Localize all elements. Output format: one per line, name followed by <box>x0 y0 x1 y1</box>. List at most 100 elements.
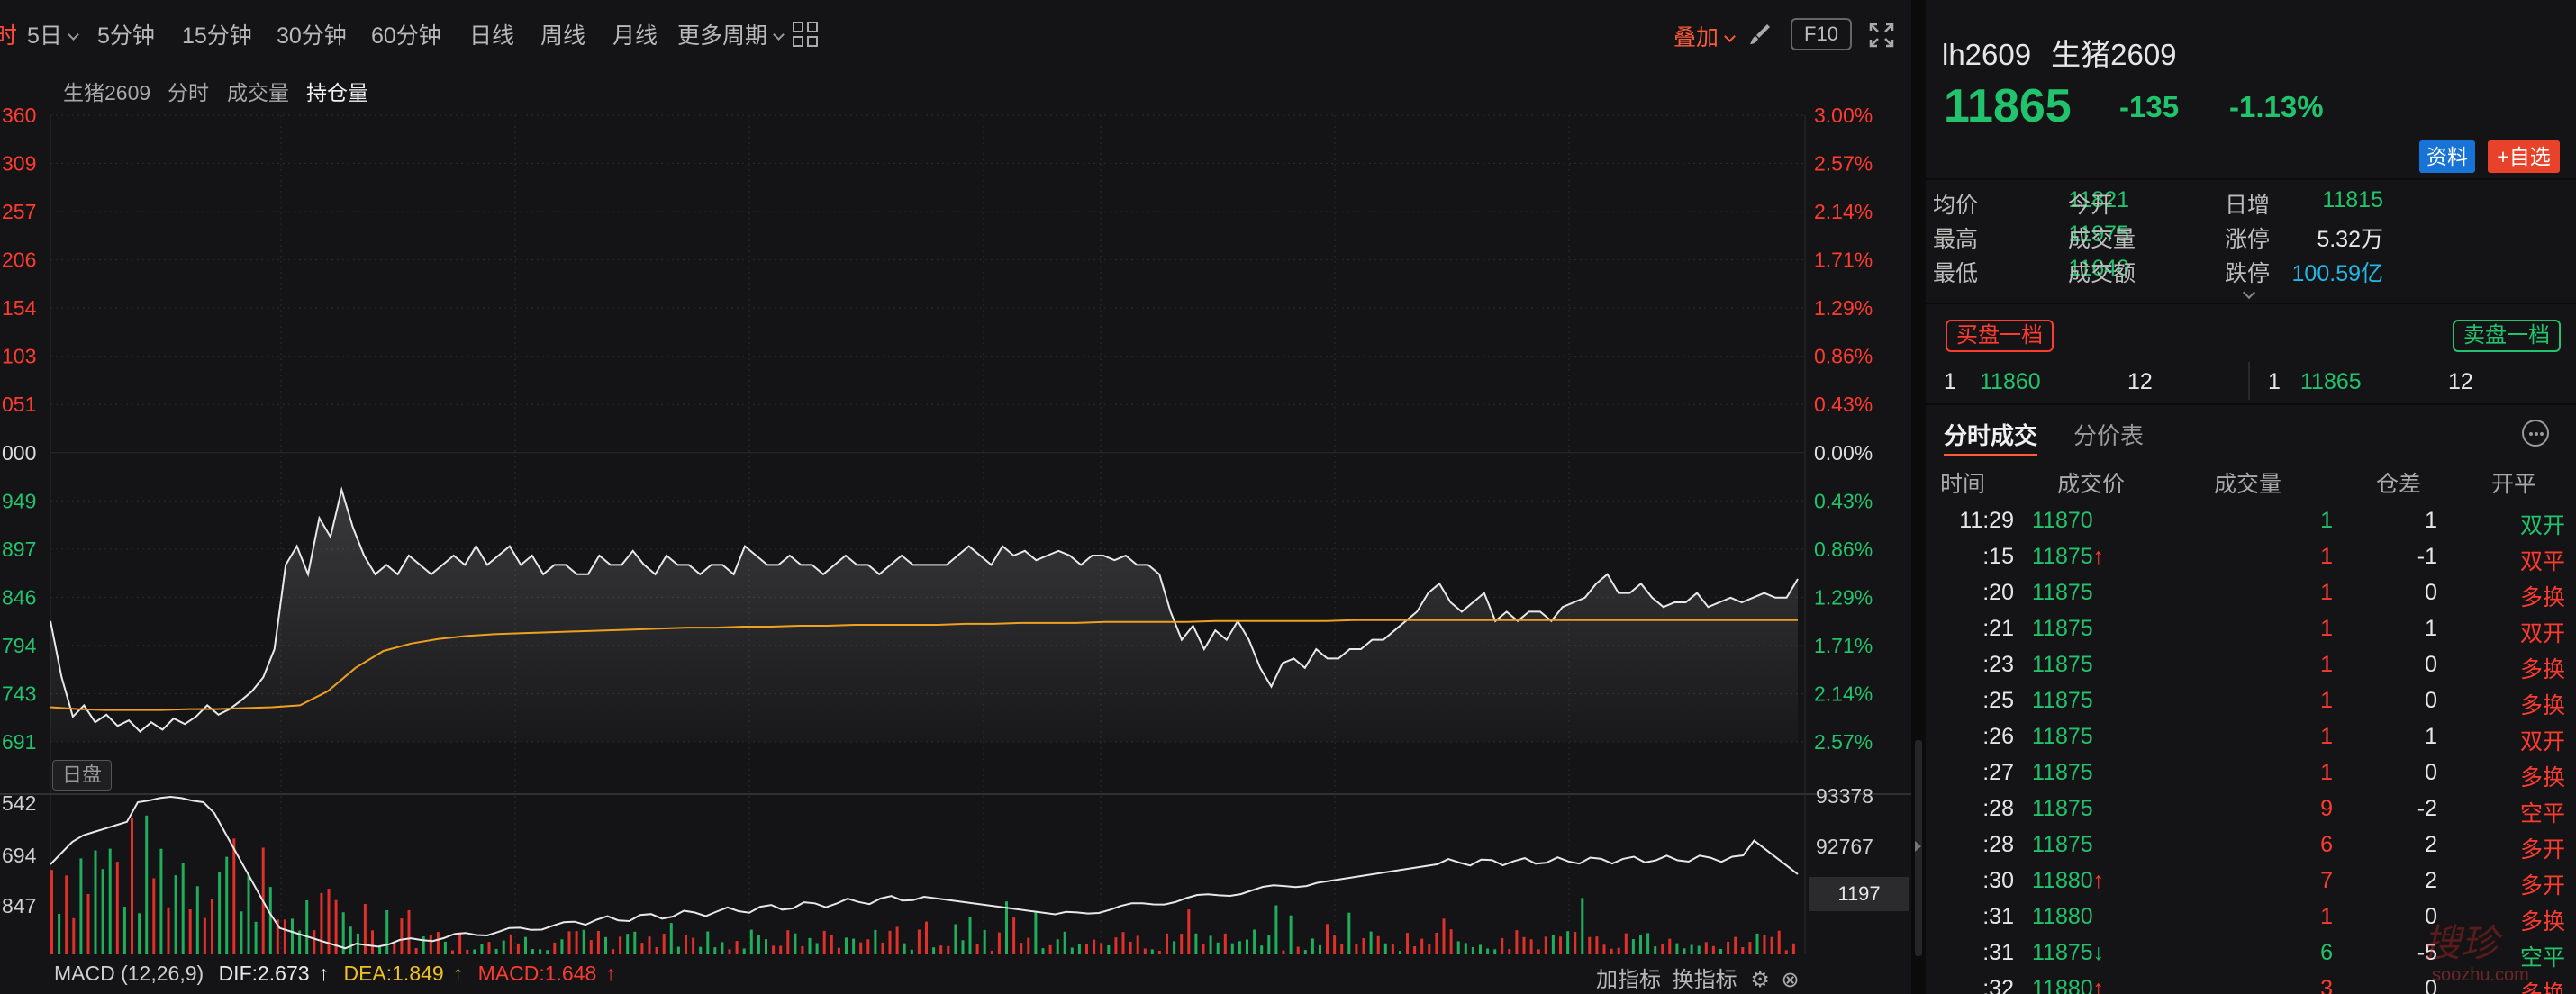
volume-bar <box>1763 935 1766 954</box>
trade-open-close: 双开 <box>2519 729 2565 755</box>
period-daily[interactable]: 日线 <box>469 23 515 49</box>
ask-level-button[interactable]: 卖盘一档 <box>2453 320 2561 352</box>
volume-bar <box>932 947 936 954</box>
volume-bar <box>159 848 163 954</box>
volume-bar <box>903 943 906 954</box>
period-monthly[interactable]: 月线 <box>612 23 658 49</box>
watermark-url: soozhu.com <box>2432 965 2529 985</box>
volume-bar <box>925 921 928 954</box>
volume-bar <box>1683 948 1686 954</box>
volume-bar <box>721 942 724 954</box>
volume-bar <box>1697 945 1701 954</box>
volume-bar <box>808 937 812 954</box>
macd-dif: DIF:2.673 ↑ <box>218 962 330 985</box>
volume-bar <box>122 907 126 954</box>
ask-volume: 12 <box>2448 369 2473 394</box>
volume-bar <box>385 910 389 954</box>
trade-price-cell: 11880↑ <box>2032 976 2104 994</box>
arrow-up-icon: ↑ <box>2092 868 2105 893</box>
period-30min[interactable]: 30分钟 <box>277 23 347 49</box>
trade-price-cell: 11875 <box>2032 652 2093 678</box>
trade-time: :15 <box>1982 544 2014 569</box>
add-indicator-button[interactable]: 加指标 <box>1596 968 1661 992</box>
macd-value: MACD:1.648 ↑ <box>477 962 616 985</box>
fullscreen-icon[interactable] <box>1868 22 1895 49</box>
bid-level-button[interactable]: 买盘一档 <box>1946 320 2054 352</box>
close-circle-icon[interactable]: ⊗ <box>1781 968 1800 992</box>
trade-time: :28 <box>1982 832 2014 857</box>
period-more[interactable]: 更多周期 <box>677 18 785 50</box>
volume-bar <box>1391 944 1394 954</box>
trade-time: 11:29 <box>1959 508 2014 533</box>
chevron-down-icon[interactable] <box>2242 285 2256 300</box>
period-60min[interactable]: 60分钟 <box>371 23 441 49</box>
pct-tick-label: 2.14% <box>1814 682 1873 705</box>
more-options-icon[interactable] <box>2522 420 2549 447</box>
volume-bar <box>1734 936 1737 954</box>
trade-position-change: 2 <box>2425 868 2437 893</box>
trade-price-cell: 11875 <box>2032 580 2093 606</box>
collapse-arrow-icon[interactable] <box>1915 841 1921 852</box>
period-15min[interactable]: 15分钟 <box>182 23 252 49</box>
trade-price-cell: 11875 <box>2032 724 2093 750</box>
period-intraday[interactable]: 时 <box>0 23 18 49</box>
info-button[interactable]: 资料 <box>2419 140 2475 173</box>
volume-bar <box>1654 946 1657 954</box>
trade-row: :31 11880 1 0 多换 <box>1926 904 2576 940</box>
stat-label: 最低 <box>1933 261 1979 286</box>
settings-gear-icon[interactable]: ⚙ <box>1750 968 1770 992</box>
trade-row: :15 11875↑ 1 -1 双平 <box>1926 544 2576 580</box>
indicator-tools: 加指标 换指标 ⚙ ⊗ <box>1596 962 1800 993</box>
price-tick-label: 949 <box>2 489 36 512</box>
ask-price: 11865 <box>2300 369 2362 394</box>
period-5day[interactable]: 5日 <box>27 18 79 50</box>
volume-bar <box>735 941 739 954</box>
tab-price-table[interactable]: 分价表 <box>2073 422 2145 449</box>
volume-bar <box>393 941 396 954</box>
volume-bar <box>961 940 965 954</box>
volume-bar <box>1253 929 1256 954</box>
volume-bar <box>1107 945 1111 954</box>
volume-bar <box>195 886 199 954</box>
price-area <box>50 490 1798 742</box>
f10-button[interactable]: F10 <box>1791 18 1852 50</box>
tab-time-trades[interactable]: 分时成交 <box>1944 422 2038 449</box>
volume-bar <box>1034 912 1038 954</box>
trade-open-close: 多换 <box>2519 765 2565 791</box>
volume-bar <box>400 918 404 954</box>
legend-volume[interactable]: 成交量 <box>227 81 289 104</box>
panel-splitter[interactable] <box>1911 0 1926 994</box>
price-tick-label: 000 <box>2 441 36 465</box>
chart-legend: 生猪2609 分时 成交量 持仓量 <box>0 76 540 104</box>
trade-position-change: 0 <box>2425 580 2437 605</box>
trade-position-change: -1 <box>2417 544 2437 569</box>
volume-bar <box>794 933 797 954</box>
volume-bar <box>429 935 432 954</box>
volume-bar <box>1399 951 1401 954</box>
col-header-price: 成交价 <box>2057 472 2126 497</box>
period-5min[interactable]: 5分钟 <box>97 23 155 49</box>
overlay-label: 叠加 <box>1673 25 1719 50</box>
intraday-chart[interactable]: 360 3.00% 309 2.57% 257 2.14% 206 1.71% 154 1.29%… <box>0 0 1911 994</box>
add-watchlist-button[interactable]: +自选 <box>2488 140 2560 173</box>
trade-time: :26 <box>1982 724 2014 749</box>
layout-grid-icon[interactable] <box>793 22 820 49</box>
trade-time: :21 <box>1982 616 2014 641</box>
trade-price-cell: 11870 <box>2032 508 2093 534</box>
legend-intraday[interactable]: 分时 <box>168 81 209 104</box>
trade-position-change: 0 <box>2425 904 2437 929</box>
trade-price: 11875 <box>2032 940 2093 965</box>
stat-label: 成交额 <box>2068 261 2136 286</box>
switch-indicator-button[interactable]: 换指标 <box>1672 968 1737 992</box>
volume-bar <box>939 945 943 954</box>
trade-volume: 1 <box>2320 724 2333 749</box>
brush-icon[interactable] <box>1747 22 1773 47</box>
trade-time: :23 <box>1982 652 2014 677</box>
overlay-button[interactable]: 叠加 <box>1673 20 1736 52</box>
legend-open-interest[interactable]: 持仓量 <box>306 81 368 104</box>
period-weekly[interactable]: 周线 <box>540 23 586 49</box>
volume-bar <box>596 931 600 954</box>
volume-bar <box>473 949 476 954</box>
volume-bar <box>1136 935 1139 954</box>
volume-bar <box>1048 944 1052 954</box>
